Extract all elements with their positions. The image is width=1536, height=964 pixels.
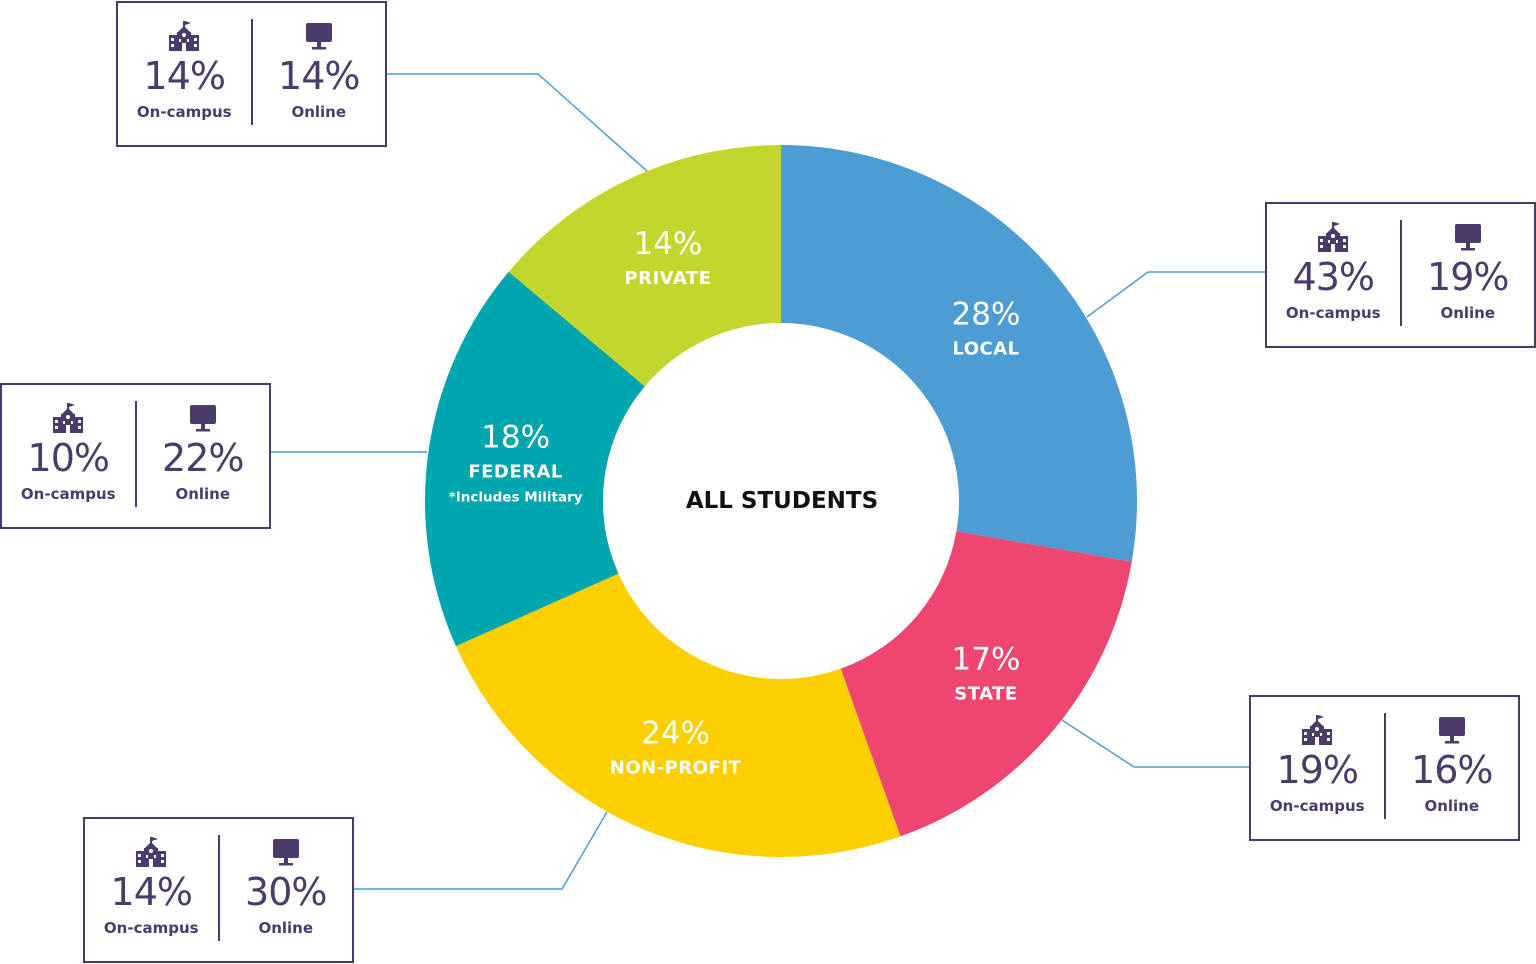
school-building-icon bbox=[169, 21, 200, 51]
online-cell: 19% Online bbox=[1402, 204, 1535, 346]
on-campus-label: On-campus bbox=[1285, 304, 1381, 322]
callout-state: 19% On-campus 16% Online bbox=[1249, 695, 1520, 841]
segment-percent-label: 24% bbox=[641, 715, 710, 751]
segment-name-label: LOCAL bbox=[952, 338, 1019, 359]
on-campus-cell: 14% On-campus bbox=[85, 819, 218, 961]
computer-monitor-icon bbox=[272, 839, 299, 866]
donut-segment-local bbox=[781, 145, 1137, 562]
online-percent: 19% bbox=[1427, 255, 1509, 299]
school-building-icon bbox=[53, 403, 84, 433]
online-percent: 16% bbox=[1411, 748, 1493, 792]
segment-percent-label: 28% bbox=[952, 296, 1021, 332]
on-campus-label: On-campus bbox=[1269, 797, 1365, 815]
online-cell: 16% Online bbox=[1386, 697, 1519, 839]
callout-divider bbox=[134, 401, 137, 507]
on-campus-cell: 10% On-campus bbox=[2, 385, 135, 527]
online-label: Online bbox=[291, 103, 347, 121]
center-label: ALL STUDENTS bbox=[686, 488, 878, 514]
on-campus-cell: 19% On-campus bbox=[1251, 697, 1384, 839]
donut-segment-state bbox=[840, 531, 1132, 837]
donut-segment-private bbox=[508, 145, 781, 387]
connector-lines bbox=[271, 73, 1266, 890]
callout-divider bbox=[250, 19, 253, 125]
computer-monitor-icon bbox=[189, 405, 216, 432]
on-campus-percent: 14% bbox=[143, 54, 226, 98]
callout-divider bbox=[217, 835, 220, 941]
segment-name-label: FEDERAL bbox=[468, 462, 563, 483]
donut-segment-federal bbox=[425, 271, 645, 647]
connector-private bbox=[387, 73, 649, 173]
segment-percent-label: 18% bbox=[481, 420, 550, 456]
segment-labels: 28% LOCAL 17% STATE 24% NON-PROFIT 18% FEDERAL *… bbox=[449, 226, 1021, 778]
on-campus-percent: 43% bbox=[1292, 255, 1375, 299]
school-building-icon bbox=[1318, 222, 1349, 252]
online-label: Online bbox=[1424, 797, 1480, 815]
school-building-icon bbox=[1302, 715, 1333, 745]
online-label: Online bbox=[175, 485, 231, 503]
callout-divider bbox=[1399, 220, 1402, 326]
computer-monitor-icon bbox=[1454, 224, 1481, 251]
online-cell: 30% Online bbox=[220, 819, 353, 961]
on-campus-label: On-campus bbox=[136, 103, 232, 121]
on-campus-cell: 14% On-campus bbox=[118, 3, 251, 145]
segment-percent-label: 17% bbox=[952, 642, 1021, 678]
online-percent: 30% bbox=[245, 870, 327, 914]
segment-name-label: STATE bbox=[954, 684, 1017, 705]
callout-federal: 10% On-campus 22% Online bbox=[0, 383, 271, 529]
connector-non-profit bbox=[353, 811, 608, 890]
online-label: Online bbox=[258, 919, 314, 937]
school-building-icon bbox=[136, 837, 167, 867]
on-campus-percent: 19% bbox=[1276, 748, 1359, 792]
online-cell: 22% Online bbox=[137, 385, 270, 527]
on-campus-percent: 10% bbox=[27, 436, 110, 480]
donut-segments bbox=[425, 145, 1137, 857]
segment-note-label: *Includes Military bbox=[449, 490, 583, 506]
computer-monitor-icon bbox=[305, 23, 332, 50]
callout-local: 43% On-campus 19% Online bbox=[1265, 202, 1536, 348]
on-campus-cell: 43% On-campus bbox=[1267, 204, 1400, 346]
segment-name-label: NON-PROFIT bbox=[610, 757, 742, 778]
callout-private: 14% On-campus 14% Online bbox=[116, 1, 387, 147]
online-cell: 14% Online bbox=[253, 3, 386, 145]
on-campus-label: On-campus bbox=[20, 485, 116, 503]
callout-non-profit: 14% On-campus 30% Online bbox=[83, 817, 354, 963]
callout-divider bbox=[1383, 713, 1386, 819]
donut-segment-non-profit bbox=[455, 573, 901, 857]
online-percent: 14% bbox=[278, 54, 360, 98]
segment-percent-label: 14% bbox=[633, 226, 702, 262]
connector-local bbox=[1086, 271, 1266, 318]
connector-state bbox=[1061, 719, 1250, 768]
computer-monitor-icon bbox=[1438, 717, 1465, 744]
online-percent: 22% bbox=[162, 436, 244, 480]
on-campus-label: On-campus bbox=[103, 919, 199, 937]
online-label: Online bbox=[1440, 304, 1496, 322]
segment-name-label: PRIVATE bbox=[624, 268, 711, 289]
on-campus-percent: 14% bbox=[110, 870, 193, 914]
